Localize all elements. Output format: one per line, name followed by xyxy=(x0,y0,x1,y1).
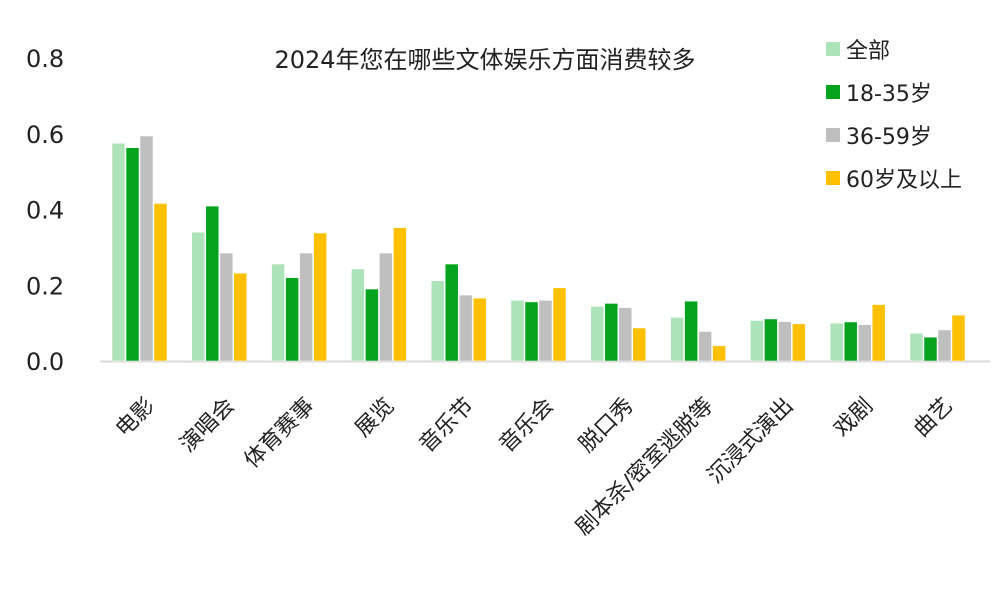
x-tick-label: 音乐节 xyxy=(415,393,479,457)
bar-18-35岁-体育赛事 xyxy=(285,277,299,362)
bar-60岁及以上-脱口秀 xyxy=(632,327,647,362)
legend-label: 60岁及以上 xyxy=(846,168,962,193)
x-tick-label: 脱口秀 xyxy=(574,393,638,457)
bar-36-59岁-曲艺 xyxy=(937,329,952,362)
bar-36-59岁-电影 xyxy=(139,135,154,362)
bar-60岁及以上-音乐节 xyxy=(472,297,487,362)
bar-全部-沉浸式演出 xyxy=(750,320,764,362)
bar-18-35岁-音乐会 xyxy=(524,301,539,362)
bar-全部-电影 xyxy=(111,142,126,362)
chart-title: 2024年您在哪些文体娱乐方面消费较多 xyxy=(274,46,695,74)
bar-60岁及以上-剧本杀/密室逃脱等 xyxy=(712,345,726,362)
y-tick-label: 0.2 xyxy=(26,272,64,300)
bar-全部-脱口秀 xyxy=(590,306,605,362)
x-tick-label: 戏剧 xyxy=(829,393,878,442)
bar-60岁及以上-戏剧 xyxy=(871,304,886,362)
bar-60岁及以上-音乐会 xyxy=(552,287,567,362)
x-tick-label: 沉浸式演出 xyxy=(703,393,798,488)
bar-18-35岁-演唱会 xyxy=(205,205,220,362)
y-tick-label: 0.8 xyxy=(26,45,64,73)
y-tick-label: 0.0 xyxy=(26,348,64,376)
legend-swatch xyxy=(826,85,840,99)
bar-60岁及以上-展览 xyxy=(393,227,407,362)
bar-36-59岁-展览 xyxy=(379,252,393,362)
legend-swatch xyxy=(826,171,840,185)
legend-label: 36-59岁 xyxy=(846,125,932,150)
legend-swatch xyxy=(826,128,840,142)
x-tick-label: 剧本杀/密室逃脱等 xyxy=(571,393,718,540)
bar-60岁及以上-曲艺 xyxy=(951,314,966,362)
bar-36-59岁-剧本杀/密室逃脱等 xyxy=(698,331,712,362)
bar-全部-戏剧 xyxy=(829,322,844,362)
legend-label: 全部 xyxy=(846,39,890,64)
bar-18-35岁-沉浸式演出 xyxy=(764,318,778,362)
bar-18-35岁-剧本杀/密室逃脱等 xyxy=(684,300,698,362)
x-tick-label: 展览 xyxy=(351,393,400,442)
bar-18-35岁-戏剧 xyxy=(843,321,858,362)
y-tick-label: 0.4 xyxy=(26,197,64,225)
bar-36-59岁-沉浸式演出 xyxy=(778,321,792,362)
bar-36-59岁-音乐节 xyxy=(458,294,473,362)
bar-全部-曲艺 xyxy=(909,333,924,362)
bar-60岁及以上-演唱会 xyxy=(233,272,248,362)
legend-label: 18-35岁 xyxy=(846,82,932,107)
bar-18-35岁-音乐节 xyxy=(444,263,459,362)
y-tick-label: 0.6 xyxy=(26,121,64,149)
bar-18-35岁-展览 xyxy=(365,288,379,362)
bar-全部-剧本杀/密室逃脱等 xyxy=(670,317,684,362)
bar-36-59岁-戏剧 xyxy=(857,324,872,362)
bar-60岁及以上-沉浸式演出 xyxy=(792,323,806,362)
bar-全部-音乐节 xyxy=(430,280,445,362)
bar-36-59岁-脱口秀 xyxy=(618,307,633,362)
x-tick-label: 曲艺 xyxy=(909,393,958,442)
x-tick-label: 演唱会 xyxy=(175,393,239,457)
bar-全部-演唱会 xyxy=(191,231,206,362)
x-tick-label: 音乐会 xyxy=(495,393,559,457)
x-tick-label: 体育赛事 xyxy=(240,393,320,473)
bar-18-35岁-脱口秀 xyxy=(604,303,619,362)
bar-18-35岁-电影 xyxy=(125,147,140,362)
bar-36-59岁-体育赛事 xyxy=(299,252,313,362)
bar-60岁及以上-体育赛事 xyxy=(313,232,327,362)
bar-全部-音乐会 xyxy=(510,300,525,362)
bar-全部-体育赛事 xyxy=(271,263,285,362)
bar-60岁及以上-电影 xyxy=(153,203,168,362)
bar-18-35岁-曲艺 xyxy=(923,336,938,362)
bar-全部-展览 xyxy=(351,268,365,362)
x-tick-label: 电影 xyxy=(111,393,160,442)
bar-36-59岁-演唱会 xyxy=(219,252,234,362)
legend-swatch xyxy=(826,42,840,56)
bar-36-59岁-音乐会 xyxy=(538,300,553,362)
